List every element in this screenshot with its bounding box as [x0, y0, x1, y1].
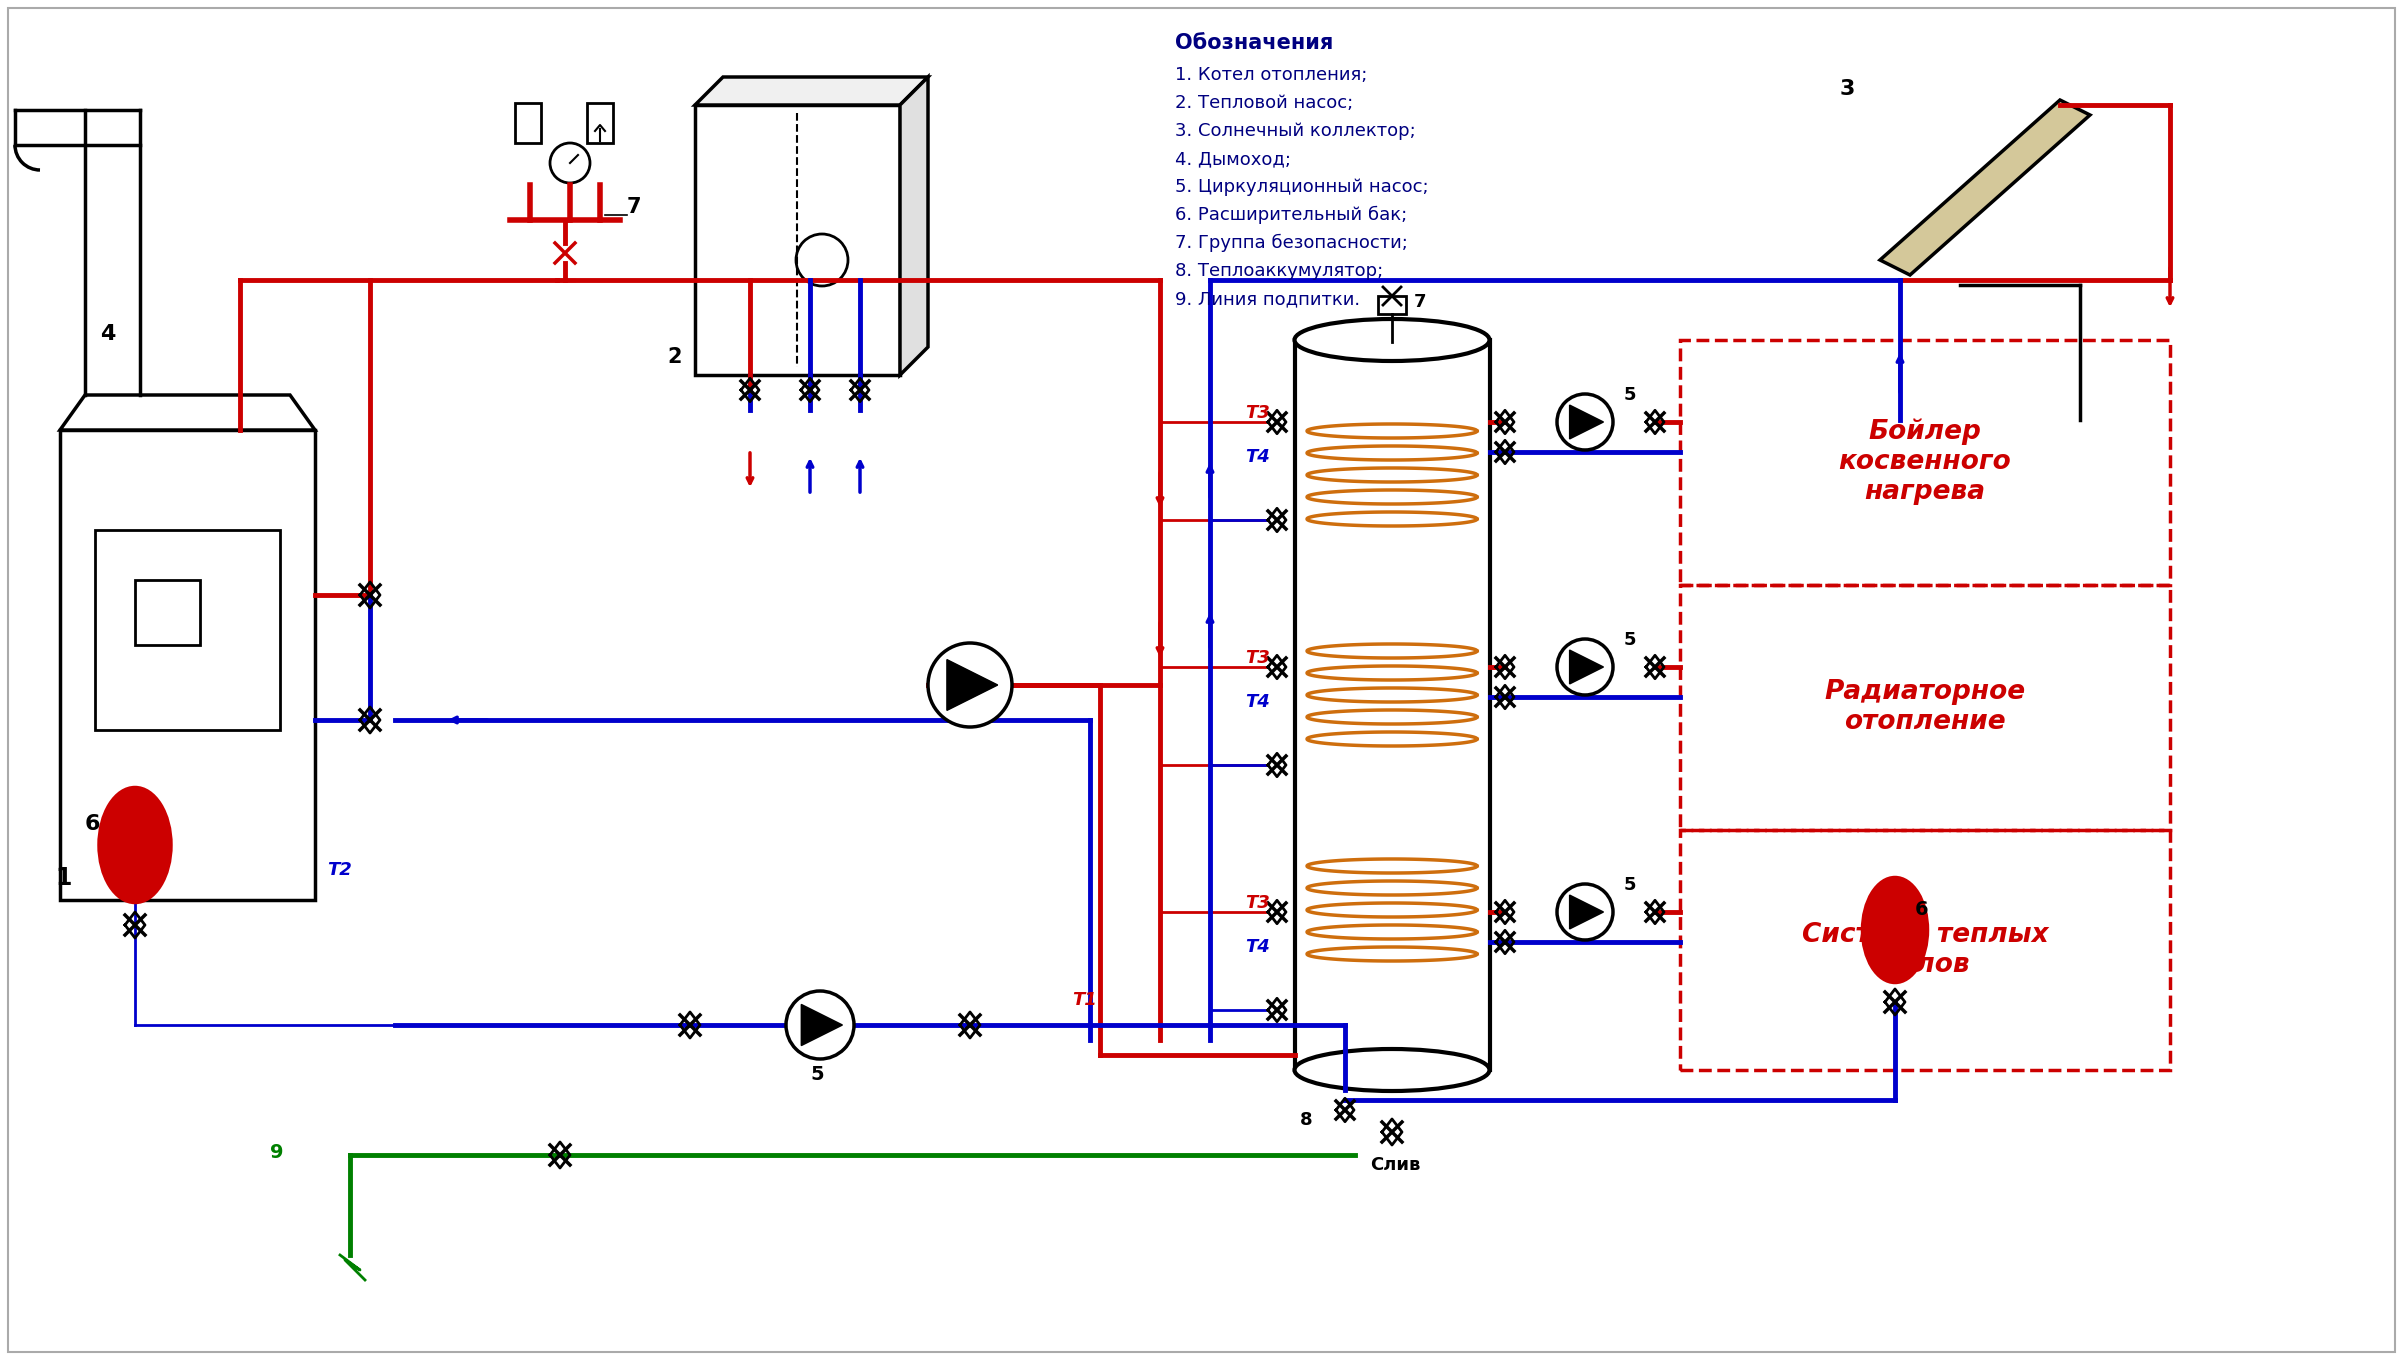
Polygon shape: [60, 430, 315, 900]
Polygon shape: [901, 78, 928, 375]
Polygon shape: [694, 105, 901, 375]
Circle shape: [795, 234, 848, 286]
Text: Слив: Слив: [1370, 1156, 1420, 1174]
Text: 5: 5: [1624, 631, 1636, 649]
Text: T4: T4: [1245, 938, 1271, 956]
Bar: [586, 103, 613, 143]
Text: T3: T3: [1245, 894, 1271, 913]
Polygon shape: [1569, 405, 1603, 439]
Text: T2: T2: [327, 861, 353, 879]
Circle shape: [1557, 394, 1612, 450]
Text: T3: T3: [1245, 649, 1271, 666]
Polygon shape: [694, 78, 928, 105]
Text: T4: T4: [1245, 447, 1271, 466]
Text: 6: 6: [1915, 900, 1930, 919]
Polygon shape: [60, 394, 315, 430]
Text: 5. Циркуляционный насос;: 5. Циркуляционный насос;: [1175, 178, 1430, 196]
Ellipse shape: [1862, 877, 1927, 982]
Text: 5: 5: [1624, 386, 1636, 404]
Circle shape: [1557, 884, 1612, 940]
Bar: [1295, 340, 1490, 1070]
Text: 4. Дымоход;: 4. Дымоход;: [1175, 150, 1290, 169]
Text: T4: T4: [1245, 694, 1271, 711]
Polygon shape: [1569, 650, 1603, 684]
Text: 6: 6: [84, 815, 101, 834]
Text: 2: 2: [668, 347, 682, 367]
Text: T3: T3: [1245, 404, 1271, 422]
Polygon shape: [1569, 895, 1603, 929]
Text: Обозначения: Обозначения: [1175, 33, 1334, 53]
Ellipse shape: [1295, 320, 1490, 360]
Text: 9. Линия подпитки.: 9. Линия подпитки.: [1175, 290, 1360, 307]
Text: 1: 1: [55, 866, 72, 889]
Text: 4: 4: [101, 324, 115, 344]
Text: 8. Теплоаккумулятор;: 8. Теплоаккумулятор;: [1175, 262, 1384, 280]
Bar: [1680, 340, 2170, 585]
Bar: [1377, 296, 1406, 314]
Ellipse shape: [99, 787, 171, 903]
Text: 5: 5: [1624, 876, 1636, 894]
Polygon shape: [1879, 101, 2091, 275]
Bar: [1680, 830, 2170, 1070]
Text: 1. Котел отопления;: 1. Котел отопления;: [1175, 67, 1367, 84]
Text: 6. Расширительный бак;: 6. Расширительный бак;: [1175, 205, 1408, 224]
Text: Система теплых
полов: Система теплых полов: [1802, 922, 2047, 978]
Text: 7: 7: [1413, 292, 1427, 311]
Text: Бойлер
косвенного
нагрева: Бойлер косвенного нагрева: [1838, 419, 2011, 506]
Polygon shape: [947, 660, 997, 710]
Text: 7. Группа безопасности;: 7. Группа безопасности;: [1175, 234, 1408, 252]
Bar: [514, 103, 541, 143]
Text: 2. Тепловой насос;: 2. Тепловой насос;: [1175, 94, 1353, 112]
Circle shape: [550, 143, 591, 184]
Text: 8: 8: [1300, 1111, 1312, 1129]
Text: T1: T1: [1072, 991, 1098, 1009]
Circle shape: [786, 991, 853, 1059]
Text: 7: 7: [627, 197, 642, 218]
Text: 5: 5: [810, 1065, 824, 1084]
Text: 3: 3: [1841, 79, 1855, 99]
Ellipse shape: [1295, 1049, 1490, 1091]
Polygon shape: [800, 1005, 843, 1046]
Text: 3. Солнечный коллектор;: 3. Солнечный коллектор;: [1175, 122, 1415, 140]
Circle shape: [1557, 639, 1612, 695]
Bar: [1680, 585, 2170, 830]
Text: Радиаторное
отопление: Радиаторное отопление: [1824, 679, 2026, 734]
Circle shape: [928, 643, 1012, 728]
Text: 9: 9: [269, 1142, 284, 1161]
